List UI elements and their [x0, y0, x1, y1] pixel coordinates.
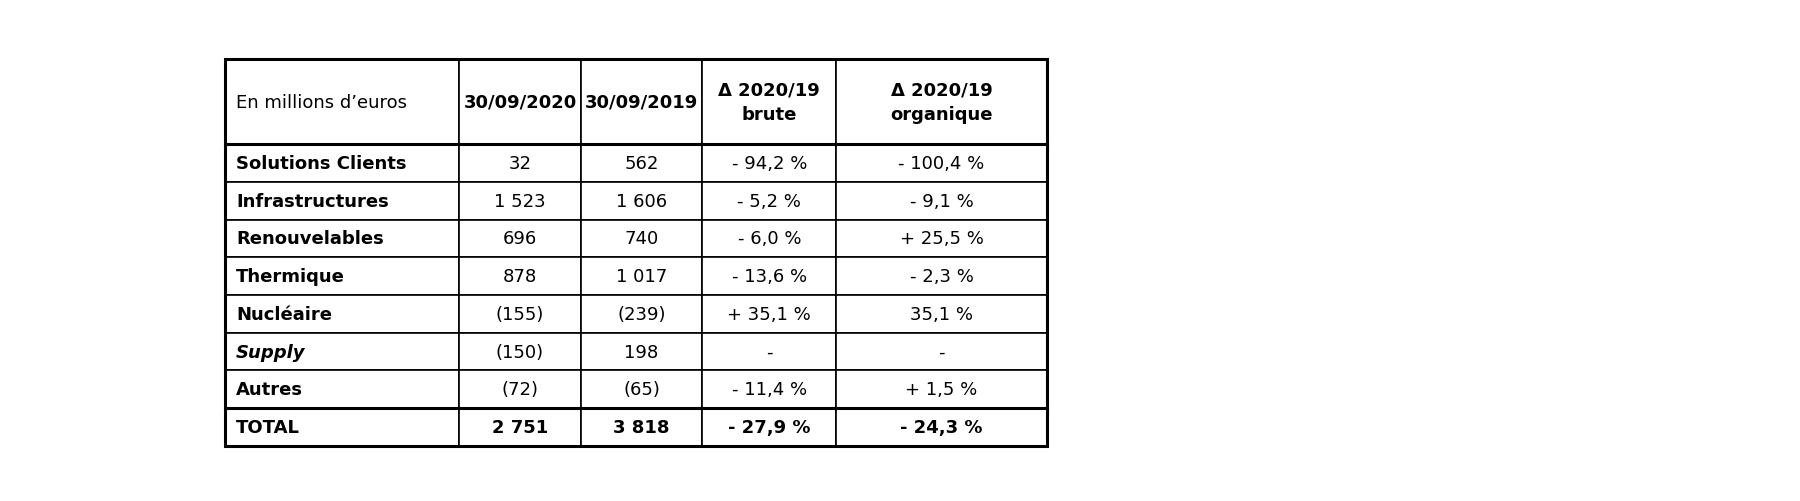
Bar — [225, 408, 459, 446]
Bar — [702, 145, 837, 182]
Text: Solutions Clients: Solutions Clients — [236, 155, 407, 173]
Bar — [581, 408, 702, 446]
Bar — [459, 145, 581, 182]
Text: + 35,1 %: + 35,1 % — [727, 305, 812, 323]
Bar — [837, 258, 1046, 296]
Text: -: - — [767, 343, 772, 361]
Text: - 100,4 %: - 100,4 % — [898, 155, 985, 173]
Bar — [837, 60, 1046, 145]
Bar — [225, 371, 459, 408]
Text: 1 017: 1 017 — [616, 268, 668, 286]
Text: (155): (155) — [495, 305, 544, 323]
Text: 1 606: 1 606 — [616, 192, 668, 210]
Text: 32: 32 — [508, 155, 531, 173]
Text: Autres: Autres — [236, 380, 302, 398]
Text: TOTAL: TOTAL — [236, 418, 301, 436]
Text: 740: 740 — [625, 230, 659, 248]
Text: -: - — [938, 343, 945, 361]
Bar — [581, 182, 702, 220]
Bar — [581, 296, 702, 333]
Bar — [225, 296, 459, 333]
Text: + 25,5 %: + 25,5 % — [900, 230, 983, 248]
Text: Thermique: Thermique — [236, 268, 346, 286]
Text: 198: 198 — [625, 343, 659, 361]
Text: (65): (65) — [623, 380, 661, 398]
Bar — [225, 182, 459, 220]
Text: 2 751: 2 751 — [491, 418, 547, 436]
Bar — [581, 371, 702, 408]
Text: - 24,3 %: - 24,3 % — [900, 418, 983, 436]
Text: 562: 562 — [625, 155, 659, 173]
Bar — [702, 220, 837, 258]
Text: 1 523: 1 523 — [495, 192, 545, 210]
Bar — [702, 408, 837, 446]
Bar — [225, 60, 459, 145]
Bar — [837, 408, 1046, 446]
Bar — [702, 371, 837, 408]
Bar — [459, 296, 581, 333]
Bar — [581, 220, 702, 258]
Text: Supply: Supply — [236, 343, 306, 361]
Bar — [225, 258, 459, 296]
Bar — [225, 145, 459, 182]
Bar — [581, 60, 702, 145]
Text: - 13,6 %: - 13,6 % — [733, 268, 806, 286]
Bar — [225, 60, 1046, 446]
Text: Δ 2020/19
brute: Δ 2020/19 brute — [718, 82, 821, 123]
Text: 696: 696 — [502, 230, 536, 248]
Text: (150): (150) — [497, 343, 544, 361]
Text: - 11,4 %: - 11,4 % — [733, 380, 806, 398]
Bar — [581, 333, 702, 371]
Text: - 9,1 %: - 9,1 % — [909, 192, 974, 210]
Text: Nucléaire: Nucléaire — [236, 305, 333, 323]
Bar — [459, 60, 581, 145]
Bar — [459, 333, 581, 371]
Bar — [459, 220, 581, 258]
Bar — [837, 145, 1046, 182]
Bar — [702, 296, 837, 333]
Text: 30/09/2019: 30/09/2019 — [585, 94, 698, 112]
Text: + 1,5 %: + 1,5 % — [905, 380, 977, 398]
Text: (72): (72) — [502, 380, 538, 398]
Text: 3 818: 3 818 — [614, 418, 670, 436]
Bar — [702, 258, 837, 296]
Bar — [837, 333, 1046, 371]
Text: - 2,3 %: - 2,3 % — [909, 268, 974, 286]
Text: 30/09/2020: 30/09/2020 — [463, 94, 576, 112]
Text: - 5,2 %: - 5,2 % — [738, 192, 801, 210]
Bar — [581, 258, 702, 296]
Text: - 27,9 %: - 27,9 % — [727, 418, 810, 436]
Text: En millions d’euros: En millions d’euros — [236, 94, 407, 112]
Bar — [459, 182, 581, 220]
Bar — [459, 371, 581, 408]
Text: (239): (239) — [617, 305, 666, 323]
Bar — [837, 371, 1046, 408]
Bar — [702, 333, 837, 371]
Bar — [225, 220, 459, 258]
Text: Δ 2020/19
organique: Δ 2020/19 organique — [891, 82, 994, 123]
Bar — [225, 333, 459, 371]
Bar — [459, 258, 581, 296]
Bar — [581, 145, 702, 182]
Bar — [837, 220, 1046, 258]
Bar — [837, 296, 1046, 333]
Bar — [702, 182, 837, 220]
Bar — [459, 408, 581, 446]
Text: Infrastructures: Infrastructures — [236, 192, 389, 210]
Text: 878: 878 — [502, 268, 536, 286]
Text: - 94,2 %: - 94,2 % — [731, 155, 806, 173]
Text: - 6,0 %: - 6,0 % — [738, 230, 801, 248]
Bar — [702, 60, 837, 145]
Text: 35,1 %: 35,1 % — [911, 305, 974, 323]
Text: Renouvelables: Renouvelables — [236, 230, 383, 248]
Bar — [837, 182, 1046, 220]
